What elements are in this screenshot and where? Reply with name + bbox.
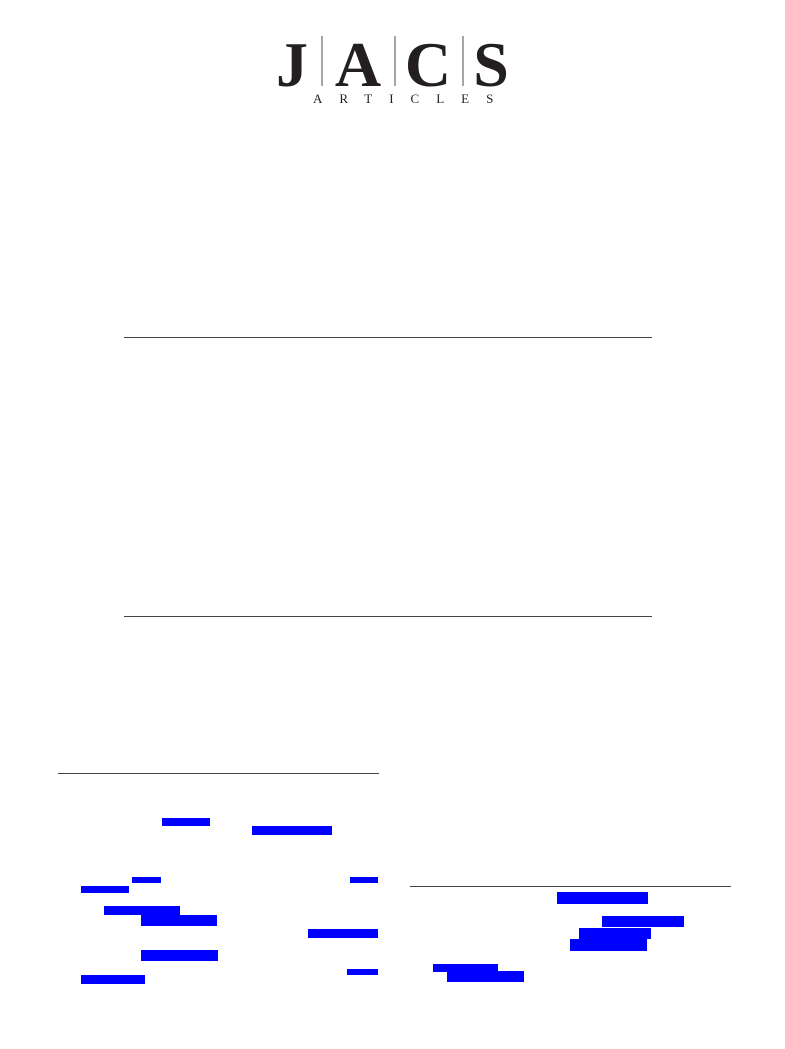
- link-highlight[interactable]: [141, 915, 217, 926]
- logo-letter: J: [276, 29, 308, 100]
- link-highlight[interactable]: [252, 826, 332, 835]
- link-highlight[interactable]: [350, 877, 378, 883]
- link-highlight[interactable]: [81, 886, 129, 893]
- link-highlights: [81, 818, 684, 984]
- link-highlight[interactable]: [308, 929, 378, 938]
- logo-letter: C: [405, 29, 451, 100]
- link-highlight[interactable]: [347, 969, 378, 975]
- link-highlight[interactable]: [433, 964, 498, 972]
- link-highlight[interactable]: [132, 877, 161, 883]
- logo-letter: S: [473, 29, 509, 100]
- link-highlight[interactable]: [104, 906, 180, 915]
- link-highlight[interactable]: [579, 928, 651, 939]
- logo-subtitle: ARTICLES: [313, 91, 510, 106]
- link-highlight[interactable]: [557, 892, 648, 904]
- link-highlight[interactable]: [81, 975, 145, 984]
- link-highlight[interactable]: [447, 971, 524, 982]
- link-highlight[interactable]: [602, 916, 684, 927]
- link-highlight[interactable]: [141, 950, 218, 961]
- link-highlight[interactable]: [162, 818, 210, 826]
- link-highlight[interactable]: [570, 939, 647, 951]
- logo-letter: A: [335, 29, 381, 100]
